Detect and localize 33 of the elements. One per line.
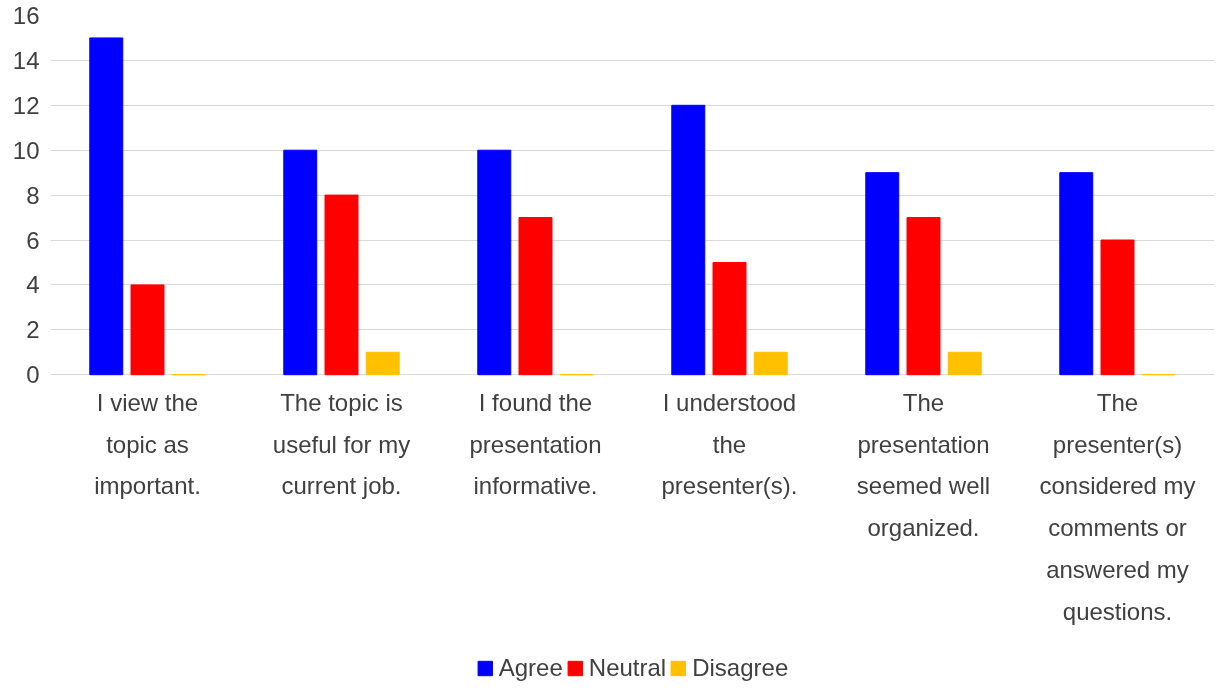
legend-label: Neutral xyxy=(588,654,667,682)
x-tick-label: I view the topic as important. xyxy=(94,388,201,500)
y-tick-label: 4 xyxy=(26,271,40,299)
bar xyxy=(671,104,706,376)
bar xyxy=(906,217,941,376)
bar xyxy=(365,351,400,376)
legend-label: Disagree xyxy=(692,654,789,682)
bar xyxy=(89,37,124,376)
bar xyxy=(947,351,982,376)
x-tick-label: I understood the presenter(s). xyxy=(661,388,798,500)
x-tick-label: The topic is useful for my current job. xyxy=(272,388,411,500)
bar xyxy=(130,284,165,376)
bar xyxy=(283,149,318,376)
legend-label: Agree xyxy=(498,654,563,682)
y-tick-label: 10 xyxy=(12,136,40,164)
y-tick-label: 2 xyxy=(26,316,40,344)
y-tick-label: 12 xyxy=(12,91,40,119)
x-tick-label: The presentation seemed well organized. xyxy=(856,388,991,542)
y-tick-label: 0 xyxy=(26,361,40,389)
y-tick-label: 8 xyxy=(26,181,40,209)
bar xyxy=(477,149,512,376)
bar xyxy=(865,172,900,376)
bar xyxy=(712,261,747,376)
x-tick-label: I found the presentation informative. xyxy=(469,388,602,500)
bar xyxy=(753,351,788,376)
bar xyxy=(1100,239,1135,376)
bar xyxy=(324,194,359,376)
y-tick-label: 14 xyxy=(12,46,40,74)
y-tick-label: 6 xyxy=(26,226,40,254)
y-tick-label: 16 xyxy=(12,2,40,29)
bar xyxy=(518,217,553,376)
bar xyxy=(1059,172,1094,376)
x-tick-label: The presenter(s) considered my comments or answered my questions. xyxy=(1039,388,1196,625)
